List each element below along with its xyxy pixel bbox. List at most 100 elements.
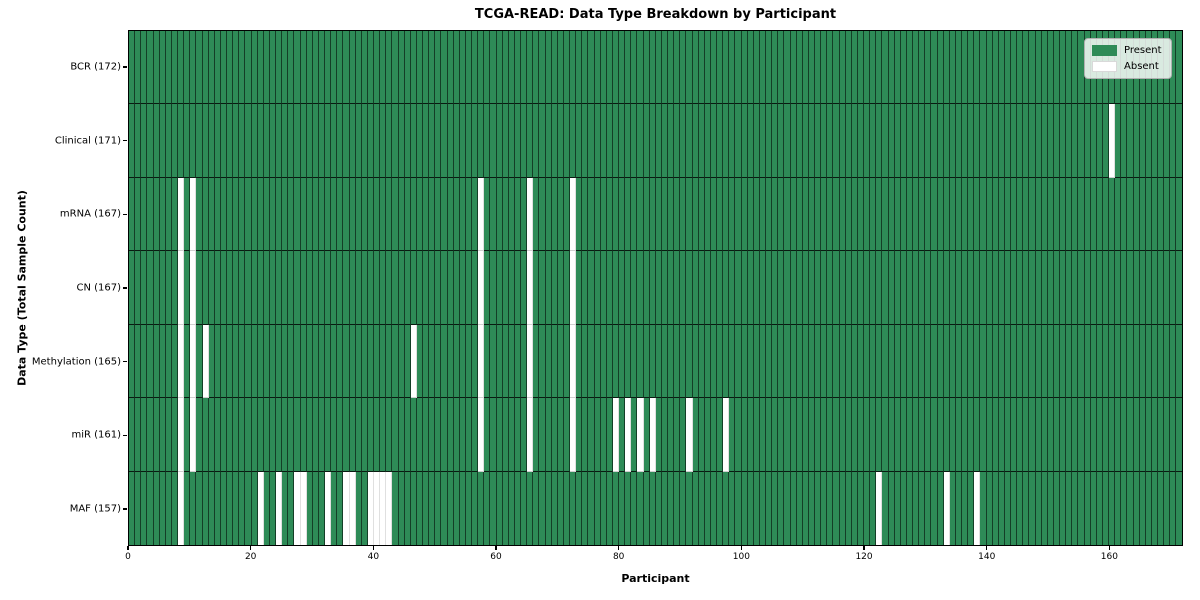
heatmap-cell [472,177,479,252]
heatmap-cell [533,398,540,472]
heatmap-cell [306,251,313,325]
heatmap-cell [894,471,901,545]
heatmap-cell [557,31,564,105]
heatmap-cell [227,471,234,545]
heatmap-cell [276,31,283,105]
heatmap-cell [416,398,423,472]
heatmap-cell [894,398,901,472]
heatmap-cell [423,31,430,105]
heatmap-cell [153,471,160,545]
heatmap-cell [392,398,399,472]
heatmap-cell [276,471,283,545]
heatmap-cell [606,324,613,399]
heatmap-cell [239,398,246,472]
heatmap-cell [1029,177,1036,252]
heatmap-cell [784,177,791,252]
heatmap-cell [288,471,295,545]
heatmap-cell [276,398,283,472]
heatmap-cell [1164,471,1171,545]
x-tick-mark [740,546,743,550]
heatmap-cell [919,398,926,472]
heatmap-cell [318,324,325,399]
heatmap-cell [190,471,197,545]
heatmap-cell [1066,31,1073,105]
heatmap-row-Methylation [129,324,1182,399]
y-tick-label: MAF (157) [69,503,121,515]
heatmap-cell [570,251,577,325]
heatmap-cell [135,324,142,399]
heatmap-cell [766,251,773,325]
heatmap-cell [1041,177,1048,252]
heatmap-cell [423,177,430,252]
heatmap-cell [839,104,846,178]
heatmap-cell [1084,251,1091,325]
heatmap-cell [674,471,681,545]
heatmap-cell [680,104,687,178]
heatmap-cell [1115,471,1122,545]
heatmap-cell [441,251,448,325]
heatmap-cell [588,251,595,325]
heatmap-cell [612,104,619,178]
heatmap-cell [839,398,846,472]
heatmap-cell [496,251,503,325]
heatmap-cell [1176,324,1182,399]
heatmap-cell [1060,177,1067,252]
heatmap-cell [741,398,748,472]
heatmap-cell [790,177,797,252]
heatmap-cell [245,251,252,325]
legend-entry-absent: Absent [1092,61,1162,72]
heatmap-cell [1047,177,1054,252]
heatmap-cell [361,31,368,105]
heatmap-cell [680,31,687,105]
heatmap-cell [1133,471,1140,545]
heatmap-cell [153,251,160,325]
heatmap-cell [135,398,142,472]
heatmap-cell [1041,324,1048,399]
heatmap-cell [894,324,901,399]
heatmap-cell [459,471,466,545]
heatmap-cell [625,31,632,105]
heatmap-cell [349,104,356,178]
heatmap-cell [306,177,313,252]
heatmap-cell [833,324,840,399]
heatmap-cell [808,177,815,252]
heatmap-cell [986,471,993,545]
heatmap-cell [1109,471,1116,545]
heatmap-cell [349,398,356,472]
heatmap-cell [570,324,577,399]
heatmap-cell [331,324,338,399]
heatmap-cell [900,324,907,399]
heatmap-cell [1023,324,1030,399]
heatmap-cell [361,177,368,252]
heatmap-cell [447,471,454,545]
heatmap-cell [1158,398,1165,472]
heatmap-cell [802,251,809,325]
heatmap-cell [1084,177,1091,252]
heatmap-cell [135,31,142,105]
heatmap-cell [355,398,362,472]
heatmap-cell [300,471,307,545]
heatmap-cell [178,31,185,105]
heatmap-cell [521,471,528,545]
heatmap-cell [410,398,417,472]
heatmap-cell [441,324,448,399]
heatmap-cell [600,471,607,545]
heatmap-cell [129,177,136,252]
heatmap-cell [404,251,411,325]
heatmap-cell [1060,104,1067,178]
heatmap-cell [496,398,503,472]
heatmap-cell [692,31,699,105]
heatmap-cell [692,177,699,252]
heatmap-cell [208,31,215,105]
heatmap-cell [1115,177,1122,252]
heatmap-cell [717,104,724,178]
heatmap-cell [717,398,724,472]
heatmap-cell [864,471,871,545]
heatmap-cell [796,31,803,105]
heatmap-cell [962,177,969,252]
heatmap-cell [735,398,742,472]
heatmap-cell [968,398,975,472]
heatmap-cell [1066,104,1073,178]
heatmap-cell [557,177,564,252]
heatmap-cell [508,251,515,325]
